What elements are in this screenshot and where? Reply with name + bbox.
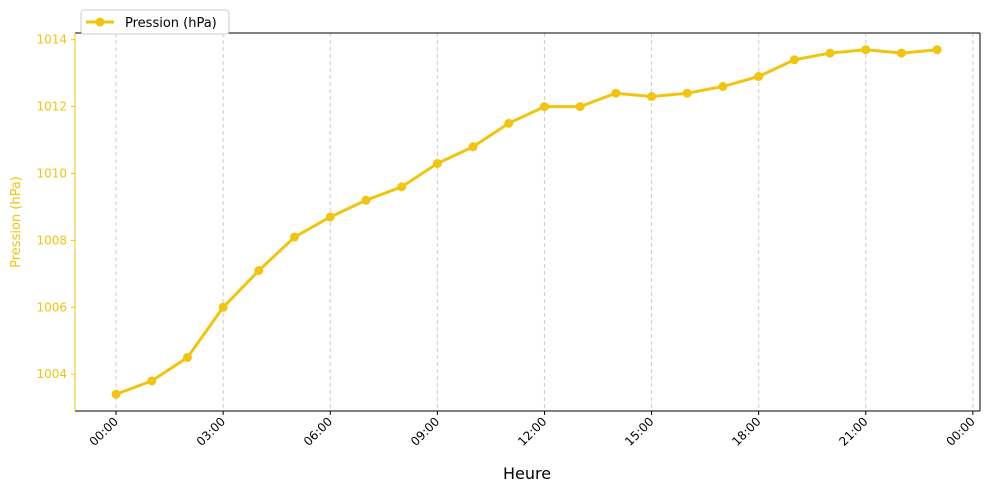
data-point [789,55,799,65]
legend: Pression (hPa) [80,9,230,35]
axes: 00:00 03:00 06:00 09:00 12:00 15:00 18:00 21:00… [36,32,981,449]
data-point [325,212,335,222]
y-tick-label: 1006 [36,300,67,314]
x-tick-label: 09:00 [408,414,442,448]
data-point [539,102,549,112]
legend-label: Pression (hPa) [125,16,217,31]
data-point [147,376,157,386]
x-tick-label: 21:00 [836,414,870,448]
data-point [254,266,264,276]
data-point [647,92,657,102]
data-point [218,302,228,312]
x-tick-label: 00:00 [87,414,121,448]
data-point [932,45,942,55]
data-point [290,232,300,242]
grid [115,33,974,411]
data-point [896,48,906,58]
series-line [115,48,938,396]
y-axis-label: Pression (hPa) [9,176,24,268]
data-point [432,158,442,168]
data-point [397,182,407,192]
y-tick-label: 1010 [36,166,67,180]
y-tick-label: 1012 [36,100,67,114]
data-point [754,71,764,81]
y-tick-label: 1008 [36,233,67,247]
data-point [361,195,371,205]
x-tick-label: 06:00 [301,414,335,448]
series-layer [111,45,942,399]
data-point [504,118,514,128]
data-point [825,48,835,58]
legend-marker [95,17,105,27]
x-tick-label: 18:00 [729,414,763,448]
data-point [611,88,621,98]
data-point [682,88,692,98]
data-point [861,45,871,55]
x-tick-label: 00:00 [943,414,977,448]
y-tick-label: 1014 [36,33,67,47]
x-tick-label: 03:00 [194,414,228,448]
data-point [718,82,728,92]
x-axis-label: Heure [503,464,551,483]
data-point [468,142,478,152]
x-tick-label: 15:00 [622,414,656,448]
x-tick-label: 12:00 [515,414,549,448]
data-point [182,352,192,362]
y-tick-label: 1004 [36,367,67,381]
data-point [111,389,121,399]
data-point [575,102,585,112]
